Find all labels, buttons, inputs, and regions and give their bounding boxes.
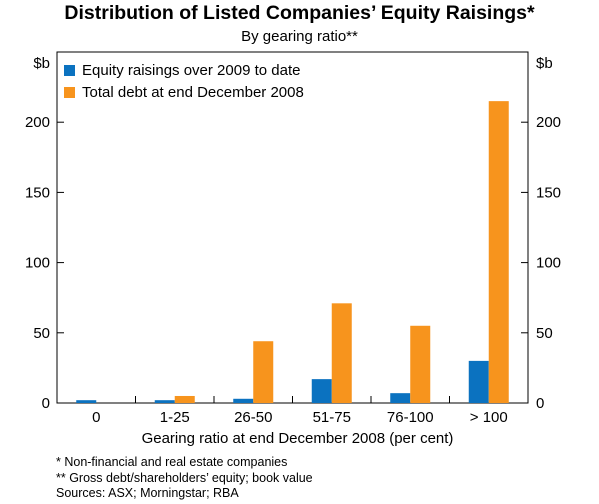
bar-equity-raisings [468, 360, 489, 403]
bar-equity-raisings [154, 400, 175, 403]
x-tick-label: 0 [92, 409, 100, 426]
y-tick-label-left: 0 [42, 395, 50, 412]
x-axis-label: Gearing ratio at end December 2008 (per … [142, 430, 454, 447]
y-unit-label-right: $b [536, 55, 553, 72]
y-tick-label-right: 50 [536, 325, 553, 342]
y-tick-label-right: 150 [536, 184, 561, 201]
legend-swatch [64, 87, 75, 98]
y-tick-label-right: 100 [536, 255, 561, 272]
x-tick-label: 26-50 [234, 409, 272, 426]
bar-equity-raisings [390, 393, 411, 403]
chart-subtitle: By gearing ratio** [241, 28, 358, 45]
x-tick-label: 76-100 [387, 409, 434, 426]
bar-equity-raisings [76, 400, 97, 403]
y-tick-label-right: 0 [536, 395, 544, 412]
y-tick-label-right: 200 [536, 114, 561, 131]
bar-total-debt [174, 395, 195, 403]
y-tick-label-left: 200 [25, 114, 50, 131]
footnotes: * Non-financial and real estate companie… [56, 455, 313, 502]
plot-frame [56, 51, 529, 404]
y-tick-label-left: 150 [25, 184, 50, 201]
footnote-2: ** Gross debt/shareholders’ equity; book… [56, 470, 313, 485]
legend-label: Total debt at end December 2008 [82, 84, 304, 101]
bar-total-debt [410, 325, 431, 403]
bar-total-debt [253, 341, 274, 403]
y-tick-label-left: 50 [33, 325, 50, 342]
sources-note: Sources: ASX; Morningstar; RBA [56, 486, 239, 500]
bar-total-debt [488, 101, 509, 403]
legend-label: Equity raisings over 2009 to date [82, 62, 300, 79]
x-tick-label: 51-75 [313, 409, 351, 426]
bar-equity-raisings [233, 398, 254, 403]
y-unit-label-left: $b [33, 55, 50, 72]
y-tick-label-left: 100 [25, 255, 50, 272]
legend-swatch [64, 65, 75, 76]
bar-total-debt [331, 303, 352, 403]
bar-equity-raisings [311, 379, 332, 403]
x-tick-label: > 100 [470, 409, 508, 426]
chart-title: Distribution of Listed Companies’ Equity… [64, 2, 535, 24]
x-tick-label: 1-25 [160, 409, 190, 426]
footnote-1: * Non-financial and real estate companie… [56, 455, 288, 469]
